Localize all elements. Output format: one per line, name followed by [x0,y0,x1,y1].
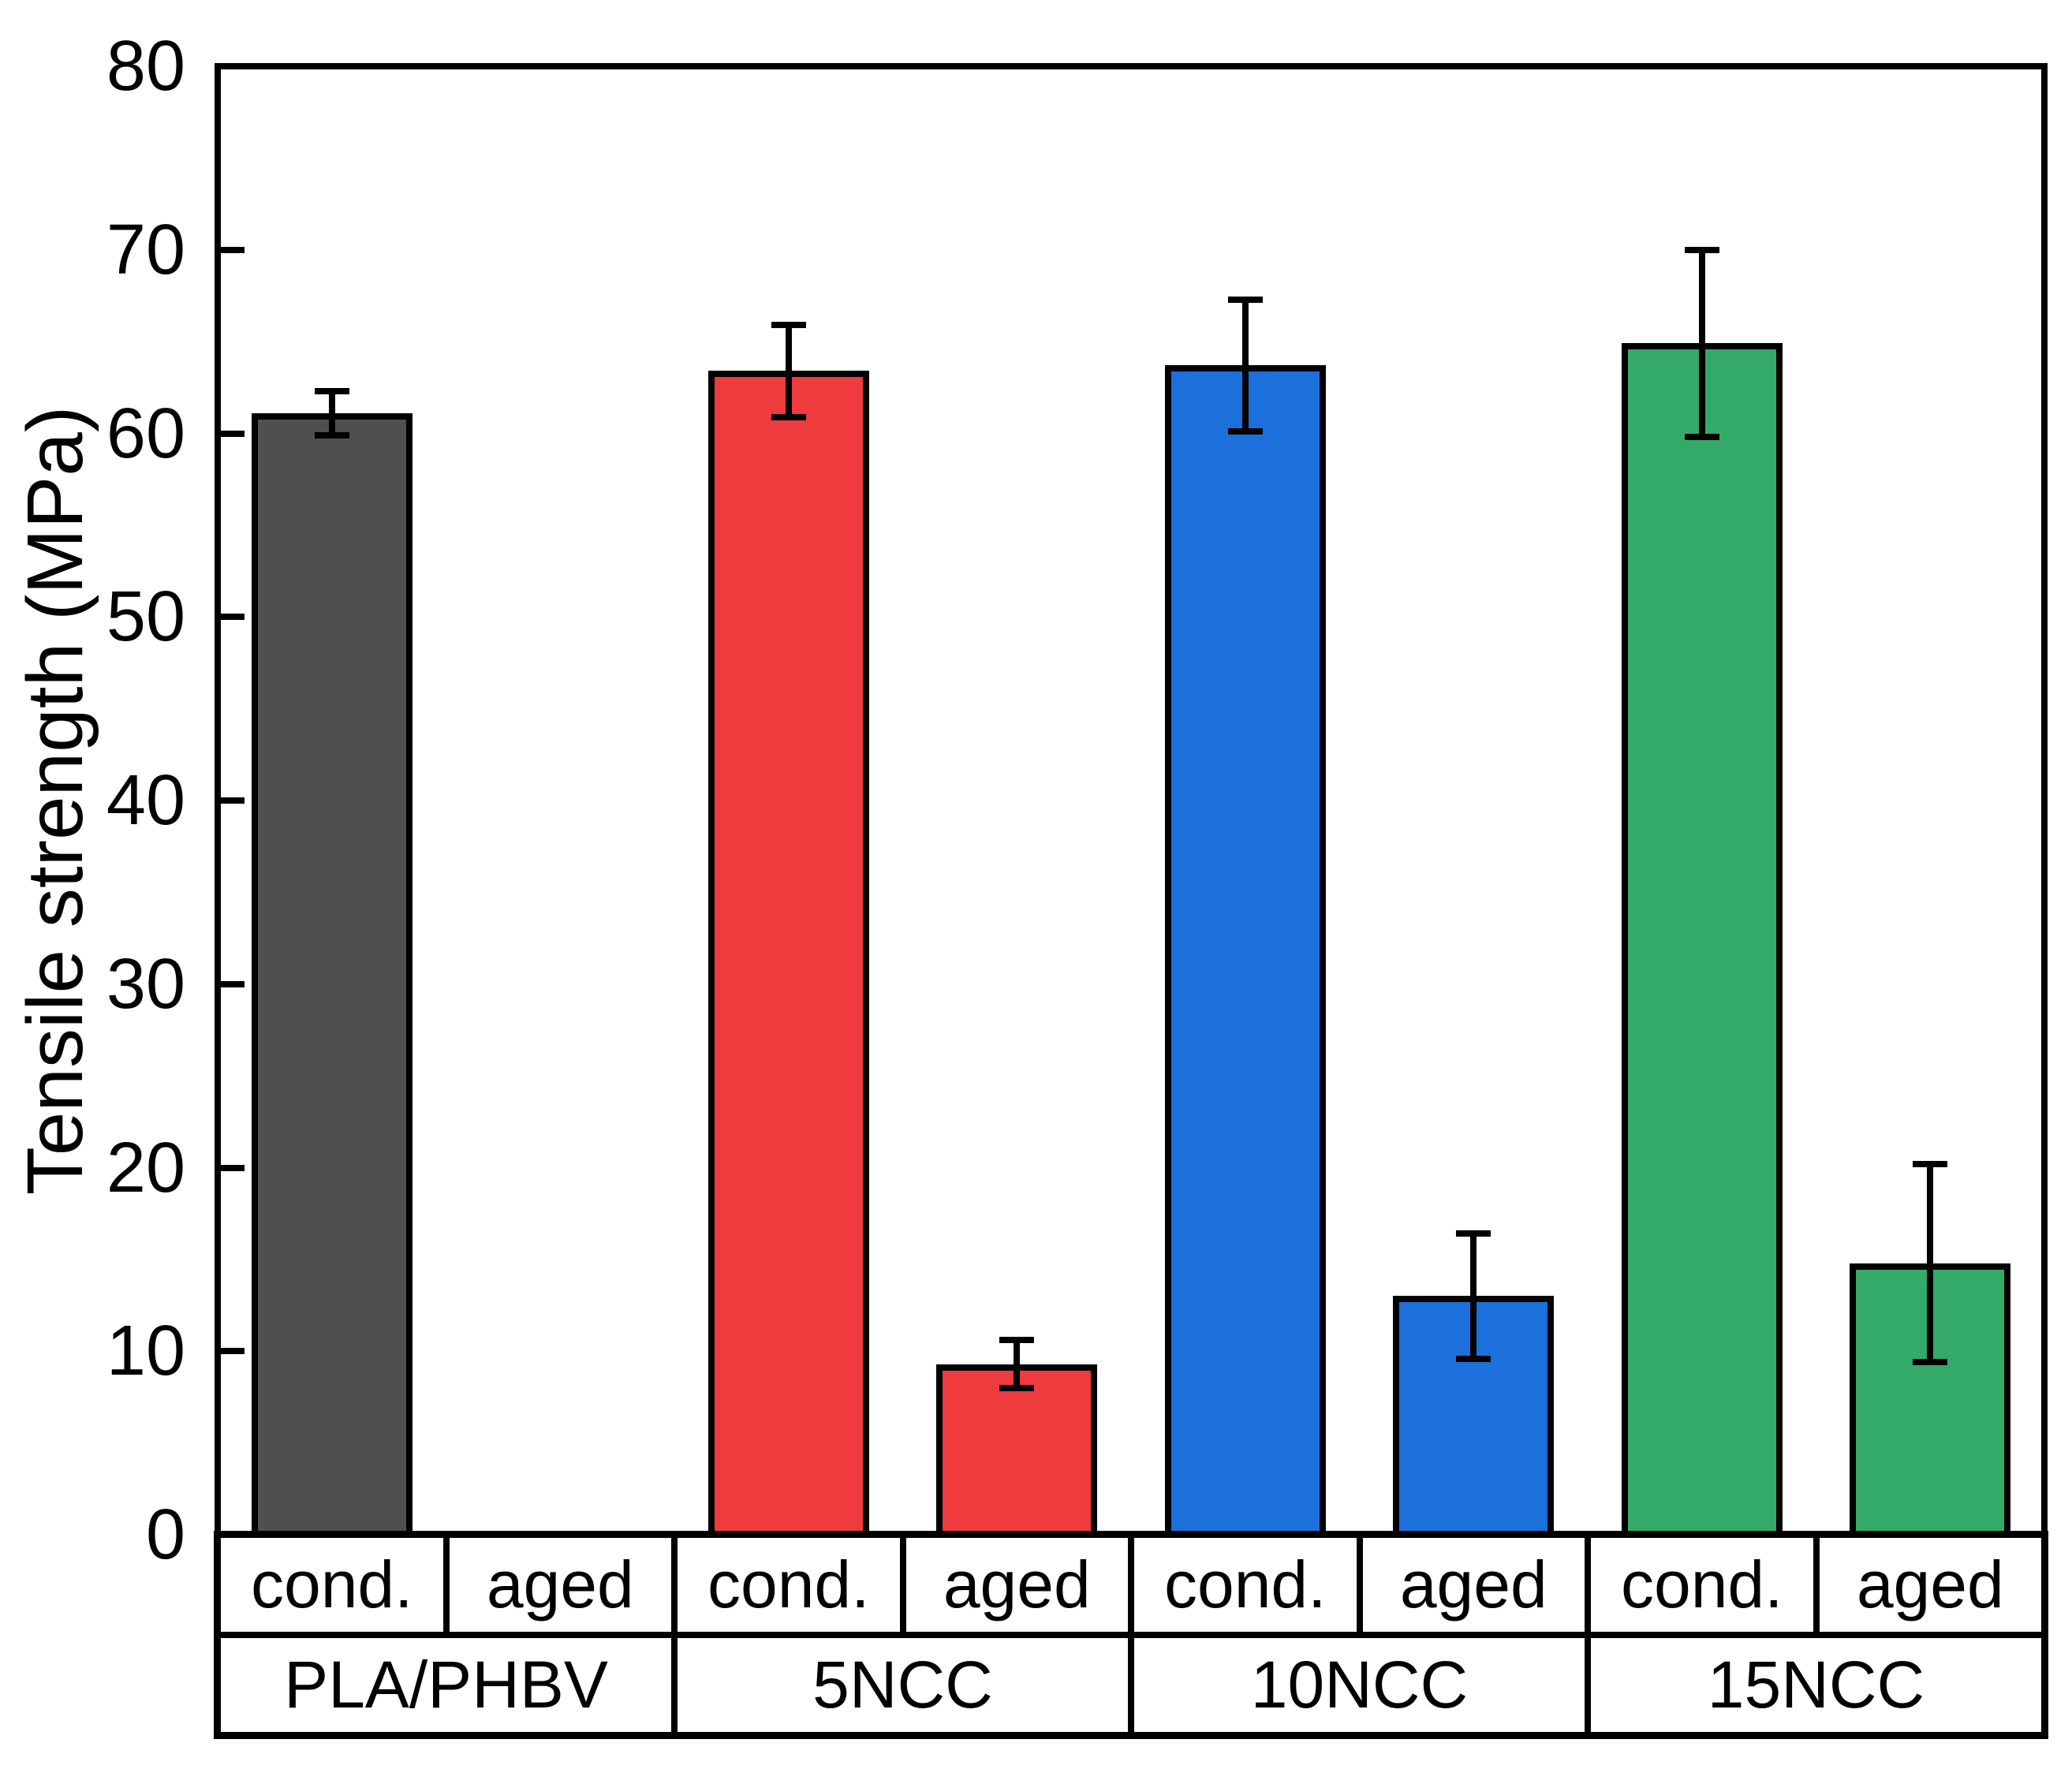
y-axis-tick [218,430,245,437]
condition-cell: cond. [218,1535,446,1635]
error-bar-top-cap [1227,296,1263,303]
error-bar-top-cap [1913,1160,1948,1167]
error-bar-line [1698,249,1705,438]
condition-cell: aged [446,1535,674,1635]
group-cell: 15NCC [1588,1635,2044,1735]
y-axis-tick-label: 20 [106,1128,185,1207]
y-axis-tick-label: 50 [106,577,185,657]
error-bar-bottom-cap [1684,434,1719,441]
y-axis-tick-label: 40 [106,761,185,840]
y-axis-tick [218,246,245,253]
error-bar-line [1014,1340,1021,1388]
error-bar-bottom-cap [1456,1355,1491,1362]
y-axis-tick-label: 30 [106,944,185,1024]
y-axis-tick-label: 60 [106,394,185,473]
error-bar-top-cap [1684,246,1719,253]
condition-cell: cond. [674,1535,903,1635]
bar-5ncc-cond [707,371,869,1535]
y-axis-tick [218,797,245,804]
error-bar-bottom-cap [314,431,349,439]
y-axis-title: Tensile strength (MPa) [10,405,99,1196]
condition-cell: cond. [1588,1535,1816,1635]
y-axis-tick [218,1348,245,1355]
y-axis-tick [218,1164,245,1171]
y-axis-tick-label: 10 [106,1312,185,1391]
error-bar-line [785,325,792,417]
error-bar-bottom-cap [999,1384,1035,1391]
bar-15ncc-cond [1621,343,1783,1535]
error-bar-line [1241,299,1249,432]
error-bar-bottom-cap [1913,1359,1948,1366]
error-bar-line [1927,1163,1934,1363]
group-cell: 5NCC [674,1635,1131,1735]
error-bar-top-cap [999,1337,1035,1344]
condition-cell: aged [1359,1535,1588,1635]
group-cell: 10NCC [1131,1635,1588,1735]
bar-10ncc-cond [1164,365,1326,1535]
condition-cell: aged [902,1535,1131,1635]
error-bar-top-cap [771,322,806,329]
condition-cell: aged [1816,1535,2044,1635]
error-bar-top-cap [1456,1230,1491,1237]
bar-5ncc-aged [936,1364,1098,1535]
condition-cell: cond. [1131,1535,1360,1635]
error-bar-top-cap [314,387,349,394]
y-axis-tick [218,614,245,621]
y-axis-tick [218,980,245,987]
y-axis-tick-label: 70 [106,210,185,289]
error-bar-bottom-cap [771,413,806,420]
bar-plaphbv-cond [251,412,413,1535]
y-axis-tick-label: 80 [106,27,185,106]
error-bar-bottom-cap [1227,428,1263,435]
error-bar-line [1470,1233,1477,1359]
y-axis-tick-label: 0 [145,1495,185,1574]
group-cell: PLA/PHBV [218,1635,674,1735]
error-bar-line [328,390,335,435]
